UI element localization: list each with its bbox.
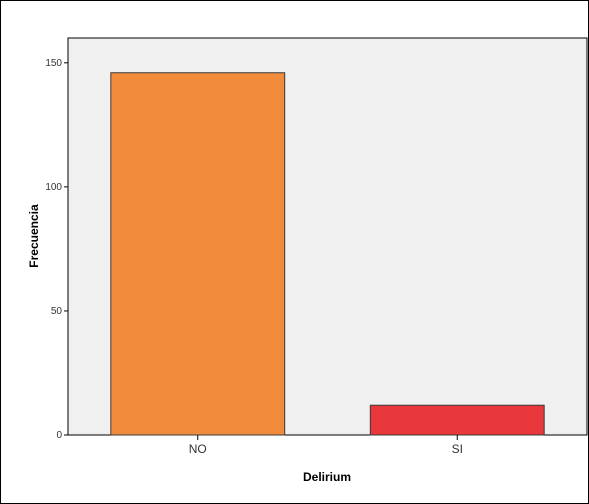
y-axis: 0 50 100 150	[45, 58, 68, 441]
x-tick-label: NO	[189, 442, 207, 456]
x-axis-title: Delirium	[303, 470, 351, 484]
y-axis-title: Frecuencia	[27, 204, 41, 268]
x-axis: NO SI	[189, 435, 463, 456]
bar-no	[110, 72, 286, 436]
y-tick-label: 50	[51, 306, 63, 317]
bars	[110, 72, 545, 436]
x-tick-label: SI	[452, 442, 463, 456]
y-tick-label: 0	[56, 430, 62, 441]
y-tick-label: 100	[45, 182, 62, 193]
bar-si	[369, 404, 545, 436]
y-tick-label: 150	[45, 58, 62, 69]
